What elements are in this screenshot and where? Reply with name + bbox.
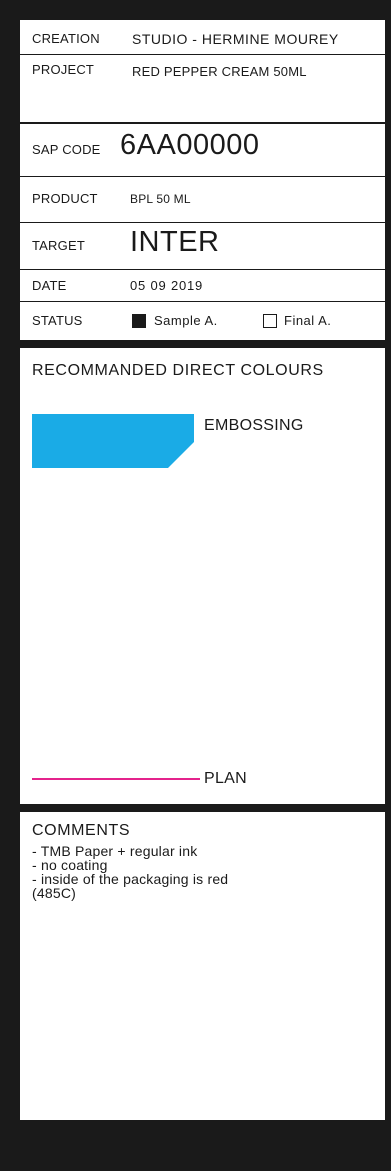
creation-value: STUDIO - HERMINE MOUREY: [132, 31, 339, 47]
sap-code-value: 6AA00000: [120, 129, 260, 161]
sap-code-row: SAP CODE 6AA00000: [20, 124, 385, 176]
plan-line-swatch: [32, 778, 200, 780]
comment-line: - inside of the packaging is red: [32, 871, 229, 887]
comment-line: (485C): [32, 885, 76, 901]
project-value: RED PEPPER CREAM 50ML: [132, 64, 307, 79]
target-value: INTER: [130, 226, 220, 258]
divider: [20, 54, 385, 55]
plan-label: PLAN: [204, 770, 247, 787]
final-label: Final A.: [284, 313, 332, 328]
comments-title: COMMENTS: [32, 822, 131, 839]
divider: [20, 222, 385, 223]
project-row: PROJECT RED PEPPER CREAM 50ML: [20, 55, 385, 122]
date-label: DATE: [32, 278, 67, 293]
info-table: CREATION STUDIO - HERMINE MOUREY PROJECT…: [20, 20, 385, 340]
embossing-swatch: [32, 414, 194, 468]
date-row: DATE 05 09 2019: [20, 270, 385, 301]
product-row: PRODUCT BPL 50 ML: [20, 177, 385, 222]
divider: [20, 269, 385, 270]
colours-title: RECOMMANDED DIRECT COLOURS: [32, 362, 324, 379]
creation-row: CREATION STUDIO - HERMINE MOUREY: [20, 20, 385, 54]
sample-checkbox[interactable]: [132, 314, 146, 328]
status-label: STATUS: [32, 313, 83, 328]
comment-line: - TMB Paper + regular ink: [32, 843, 198, 859]
divider: [20, 301, 385, 302]
product-label: PRODUCT: [32, 191, 98, 206]
colours-panel: RECOMMANDED DIRECT COLOURS EMBOSSING PLA…: [20, 348, 385, 804]
project-label: PROJECT: [32, 62, 95, 77]
comments-text: - TMB Paper + regular ink - no coating -…: [32, 844, 362, 900]
sap-code-label: SAP CODE: [32, 142, 101, 157]
embossing-label: EMBOSSING: [204, 417, 304, 434]
date-value: 05 09 2019: [130, 278, 204, 293]
target-row: TARGET INTER: [20, 223, 385, 269]
comment-line: - no coating: [32, 857, 108, 873]
comments-panel: COMMENTS - TMB Paper + regular ink - no …: [20, 812, 385, 1120]
final-checkbox[interactable]: [263, 314, 277, 328]
target-label: TARGET: [32, 238, 85, 253]
creation-label: CREATION: [32, 31, 100, 46]
sample-label: Sample A.: [154, 313, 218, 328]
divider: [20, 122, 385, 124]
status-row: STATUS Sample A. Final A.: [20, 302, 385, 340]
divider: [20, 176, 385, 177]
product-value: BPL 50 ML: [130, 192, 191, 206]
